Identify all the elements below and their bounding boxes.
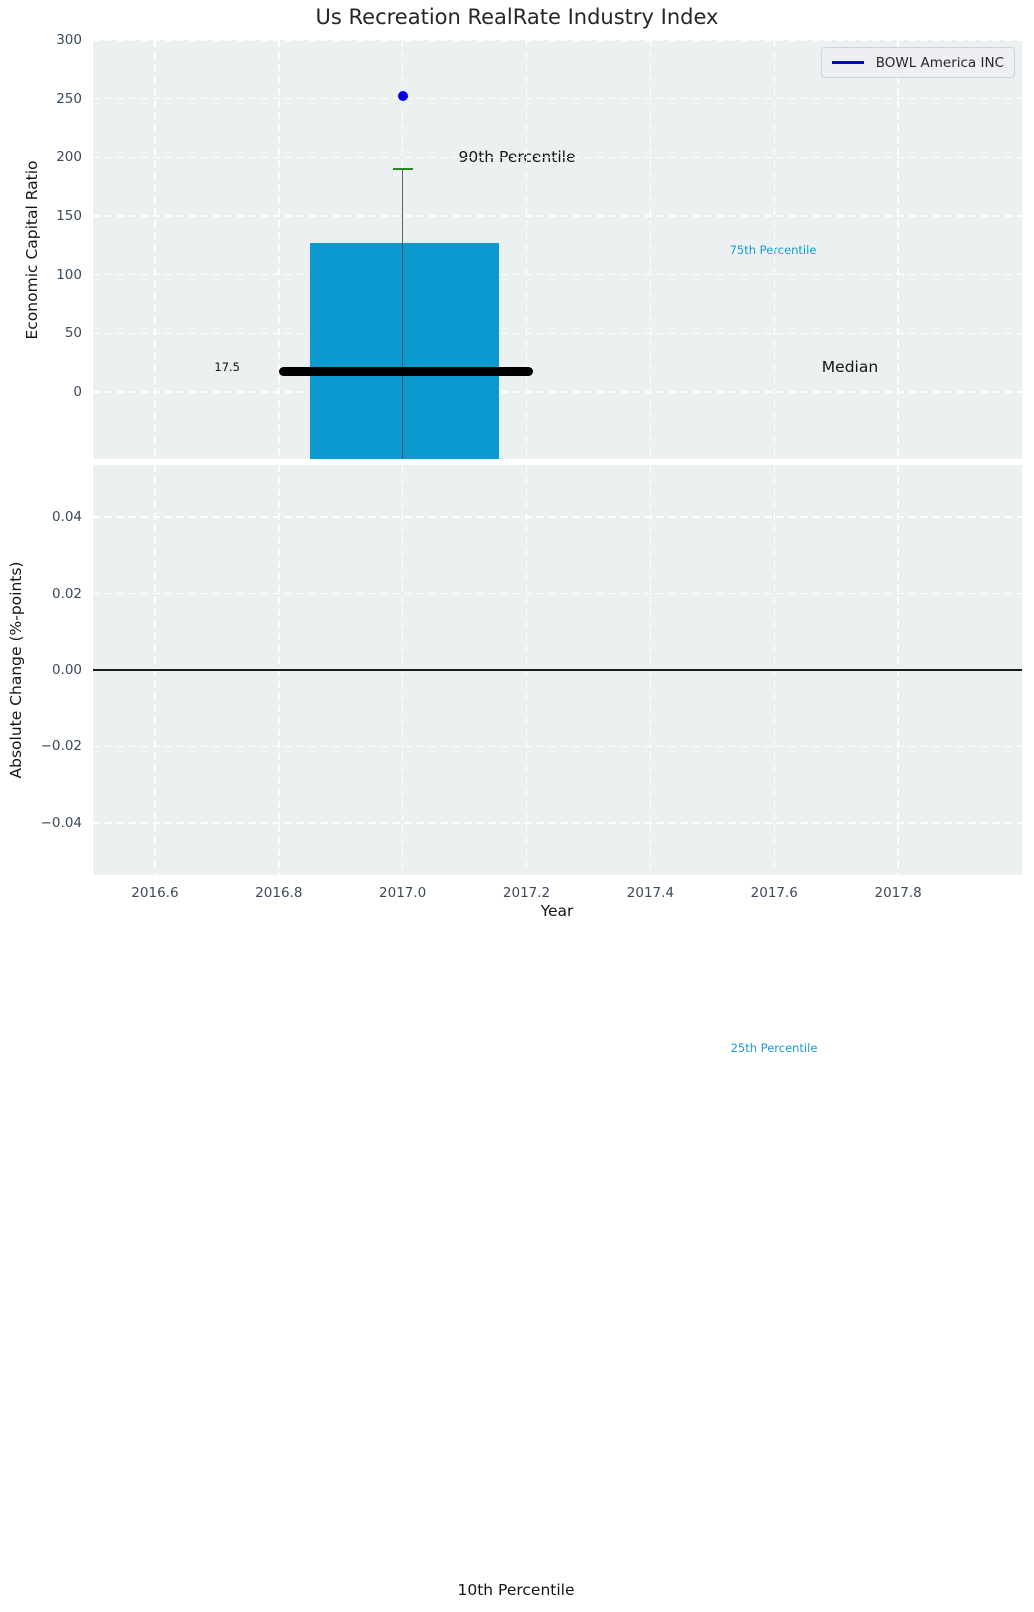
top-axes-economic-capital-ratio: BOWL America INC xyxy=(93,39,1022,459)
y-tick-label: 0.02 xyxy=(51,585,82,602)
x-tick-label: 2017.0 xyxy=(379,885,427,901)
gridline-horizontal xyxy=(93,156,1022,159)
gridline-horizontal xyxy=(93,592,1022,595)
annotation-25th-percentile: 25th Percentile xyxy=(730,1041,818,1055)
legend: BOWL America INC xyxy=(820,47,1015,78)
gridline-vertical xyxy=(278,40,280,459)
y-tick-label: 100 xyxy=(56,266,82,283)
bowl-america-data-point xyxy=(397,91,408,102)
gridline-horizontal xyxy=(93,215,1022,217)
gridline-horizontal xyxy=(93,39,1022,41)
whisker-line xyxy=(402,169,404,459)
whisker-cap-90th-percentile xyxy=(392,167,413,171)
legend-line-swatch xyxy=(831,61,864,64)
annotation-median: Median xyxy=(821,358,879,376)
gridline-horizontal xyxy=(93,273,1022,276)
y-tick-label: −0.02 xyxy=(40,738,82,755)
x-tick-label: 2017.6 xyxy=(750,885,798,901)
annotation-75th-percentile: 75th Percentile xyxy=(729,243,817,257)
gridline-horizontal xyxy=(93,391,1022,393)
x-tick-label: 2017.4 xyxy=(626,885,675,901)
y-tick-label: 300 xyxy=(56,32,82,48)
gridline-horizontal xyxy=(93,516,1022,518)
gridline-horizontal xyxy=(93,745,1022,748)
median-value-label: 17.5 xyxy=(214,360,240,374)
annotation-10th-percentile: 10th Percentile xyxy=(457,1581,575,1599)
gridline-vertical xyxy=(154,40,156,459)
y-tick-label: 200 xyxy=(56,149,82,166)
legend-label: BOWL America INC xyxy=(875,54,1004,71)
y-tick-label: −0.04 xyxy=(40,814,82,831)
bottom-axes-absolute-change xyxy=(93,465,1022,875)
y-tick-label: 0.04 xyxy=(51,509,82,525)
y-tick-label: 0 xyxy=(73,384,82,401)
gridline-horizontal xyxy=(93,97,1022,100)
gridline-vertical xyxy=(649,40,652,459)
x-tick-label: 2016.8 xyxy=(255,885,303,901)
gridline-vertical xyxy=(897,40,899,459)
median-line xyxy=(278,367,533,377)
chart-title: Us Recreation RealRate Industry Index xyxy=(315,5,719,29)
x-tick-label: 2016.6 xyxy=(131,885,179,901)
gridline-vertical xyxy=(773,40,776,459)
y-tick-label: 50 xyxy=(64,325,82,342)
gridline-horizontal xyxy=(93,822,1022,824)
x-axis-label: Year xyxy=(540,902,574,920)
y-tick-label: 250 xyxy=(56,90,82,107)
zero-line xyxy=(93,669,1022,671)
gridline-vertical xyxy=(525,40,528,459)
y-axis-label-top: Economic Capital Ratio xyxy=(23,160,41,340)
x-tick-label: 2017.2 xyxy=(502,885,551,901)
y-tick-label: 0.00 xyxy=(51,662,82,678)
y-tick-label: 150 xyxy=(56,208,82,225)
x-tick-label: 2017.8 xyxy=(874,885,922,901)
gridline-horizontal xyxy=(93,332,1022,335)
box-interquartile xyxy=(309,243,499,459)
